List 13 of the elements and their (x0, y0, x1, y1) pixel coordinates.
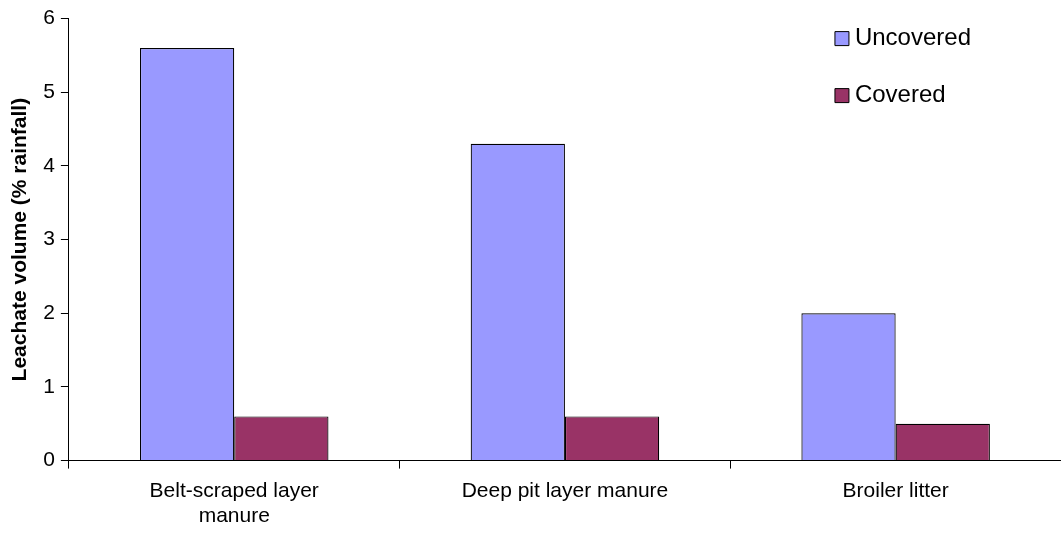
y-tick-label: 4 (43, 152, 56, 176)
y-tick-label: 0 (43, 447, 55, 471)
x-tick-label: Deep pit layer manure (461, 478, 669, 501)
y-tick-label: 5 (43, 79, 55, 103)
legend-label: Covered (854, 80, 946, 108)
x-tick-label: Belt-scraped layer manure (149, 478, 319, 527)
legend-label: Uncovered (854, 23, 971, 51)
y-tick-label: 6 (43, 5, 55, 29)
y-tick-label: 1 (43, 373, 55, 397)
y-tick-label: 3 (43, 226, 55, 250)
x-tick-label: Broiler litter (842, 478, 949, 501)
y-tick-label: 2 (43, 300, 55, 324)
y-axis-title: Leachate volume (% rainfall) (7, 97, 31, 382)
